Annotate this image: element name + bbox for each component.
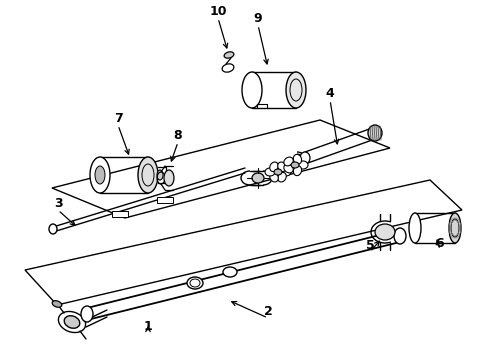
Ellipse shape xyxy=(300,152,310,164)
Ellipse shape xyxy=(449,213,461,243)
Ellipse shape xyxy=(270,172,278,182)
Polygon shape xyxy=(157,197,173,203)
Ellipse shape xyxy=(252,173,264,183)
Ellipse shape xyxy=(368,125,382,141)
Ellipse shape xyxy=(294,154,301,164)
Ellipse shape xyxy=(157,170,163,180)
Ellipse shape xyxy=(242,72,262,108)
Ellipse shape xyxy=(270,162,278,172)
Ellipse shape xyxy=(286,72,306,108)
Ellipse shape xyxy=(298,161,308,169)
Text: 1: 1 xyxy=(144,320,152,333)
Text: 6: 6 xyxy=(436,237,444,250)
Text: 5: 5 xyxy=(366,239,374,252)
Ellipse shape xyxy=(58,311,86,333)
Text: 10: 10 xyxy=(209,5,227,18)
Ellipse shape xyxy=(223,267,237,277)
Ellipse shape xyxy=(81,306,93,322)
Ellipse shape xyxy=(52,301,62,307)
Text: 2: 2 xyxy=(264,305,272,318)
Ellipse shape xyxy=(278,172,286,182)
Ellipse shape xyxy=(291,162,299,168)
Ellipse shape xyxy=(224,52,234,58)
Text: 8: 8 xyxy=(173,129,182,142)
Ellipse shape xyxy=(187,277,203,289)
Ellipse shape xyxy=(278,162,286,172)
Text: 9: 9 xyxy=(254,12,262,25)
Ellipse shape xyxy=(281,168,291,176)
Ellipse shape xyxy=(64,316,80,328)
Ellipse shape xyxy=(164,170,174,186)
Ellipse shape xyxy=(265,168,275,176)
Ellipse shape xyxy=(90,157,110,193)
Ellipse shape xyxy=(375,224,395,240)
Text: 4: 4 xyxy=(326,87,334,100)
Ellipse shape xyxy=(274,169,282,175)
Ellipse shape xyxy=(138,157,158,193)
Text: 7: 7 xyxy=(114,112,122,125)
Polygon shape xyxy=(112,211,128,217)
Text: 3: 3 xyxy=(54,197,62,210)
Ellipse shape xyxy=(95,166,105,184)
Ellipse shape xyxy=(294,166,301,176)
Ellipse shape xyxy=(409,213,421,243)
Ellipse shape xyxy=(394,228,406,244)
Ellipse shape xyxy=(284,164,293,173)
Ellipse shape xyxy=(284,157,293,166)
Ellipse shape xyxy=(49,224,57,234)
